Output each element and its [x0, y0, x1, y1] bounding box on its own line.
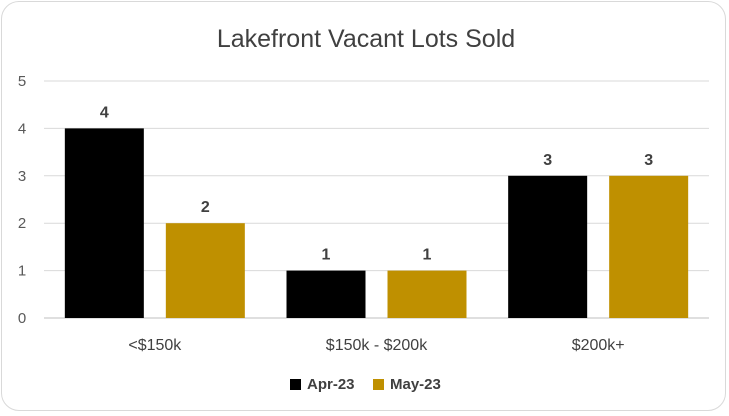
data-label: 1 [322, 247, 331, 264]
gridlines [44, 80, 709, 319]
y-tick-label: 5 [18, 73, 26, 90]
x-axis-categories: <$150k $150k - $200k $200k+ [128, 337, 624, 354]
legend: Apr-23 May-23 [290, 376, 441, 393]
x-category-label: $150k - $200k [326, 337, 428, 354]
data-label: 1 [423, 247, 432, 264]
bar-apr-23-0 [64, 128, 144, 318]
bar-apr-23-1 [286, 270, 366, 318]
data-label: 3 [644, 152, 653, 169]
x-category-label: <$150k [128, 337, 182, 354]
data-label: 4 [100, 104, 109, 121]
y-tick-label: 4 [18, 120, 26, 137]
data-label: 3 [543, 152, 552, 169]
bar-may-23-0 [165, 223, 245, 318]
legend-swatch [290, 379, 301, 390]
y-tick-label: 3 [18, 168, 26, 185]
bars [64, 128, 689, 318]
bar-apr-23-2 [508, 175, 588, 318]
legend-label: May-23 [390, 376, 441, 393]
x-category-label: $200k+ [572, 337, 625, 354]
data-label: 2 [201, 199, 210, 216]
y-tick-label: 0 [18, 310, 26, 327]
legend-label: Apr-23 [307, 376, 355, 393]
y-axis-ticks: 0 1 2 3 4 5 [18, 73, 26, 327]
legend-swatch [373, 379, 384, 390]
data-labels: 4 2 1 1 3 3 [100, 104, 653, 263]
chart-title: Lakefront Vacant Lots Sold [217, 25, 515, 53]
bar-may-23-1 [387, 270, 467, 318]
bar-may-23-2 [609, 175, 689, 318]
y-tick-label: 1 [18, 263, 26, 280]
y-tick-label: 2 [18, 215, 26, 232]
